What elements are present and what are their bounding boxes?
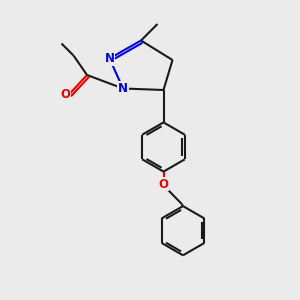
Text: O: O — [60, 88, 70, 101]
Text: N: N — [118, 82, 128, 95]
Text: O: O — [158, 178, 169, 191]
Text: N: N — [104, 52, 115, 65]
